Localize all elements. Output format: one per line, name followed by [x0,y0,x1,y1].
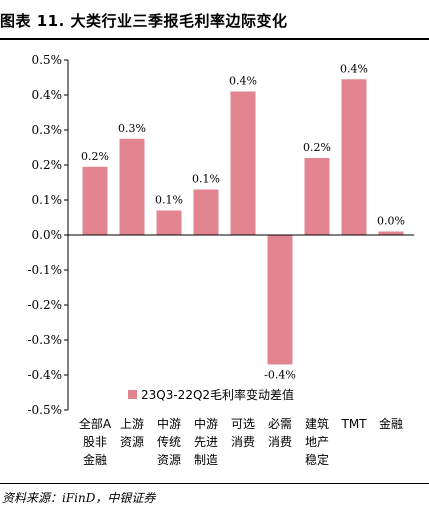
data-label: 0.4% [340,62,368,75]
figure-title: 图表 11. 大类行业三季报毛利率边际变化 [0,12,288,30]
bar [341,79,367,235]
source-rule [0,483,429,484]
legend-swatch [128,390,137,399]
bar [230,91,256,235]
bar [156,210,182,235]
data-label: -0.4% [264,369,296,382]
category-label: 中游先进制造 [194,416,218,467]
y-tick-label: 0.0% [32,228,63,242]
category-label: 必需消费 [268,417,292,449]
bar [378,231,404,235]
bar [193,189,219,235]
category-label: 金融 [379,416,403,431]
y-tick-label: 0.3% [32,123,63,137]
bar [304,158,330,235]
y-tick-label: -0.2% [27,298,62,312]
source-note: 资料来源：iFinD，中银证券 [2,491,156,505]
legend-label: 23Q3-22Q2毛利率变动差值 [141,387,294,402]
y-axis: 0.5% 0.4% 0.3% 0.2% 0.1% 0.0% -0.1% -0.2% -0.3% -… [27,53,69,417]
bar [267,235,293,365]
y-tick-label: 0.2% [32,158,63,172]
data-label: 0.2% [81,150,109,163]
y-tick-label: 0.5% [32,53,63,67]
category-label: TMT [340,417,367,431]
y-tick-label: 0.4% [32,88,63,102]
y-tick-label: -0.1% [27,263,62,277]
legend: 23Q3-22Q2毛利率变动差值 [128,387,294,402]
y-tick-label: -0.4% [27,368,62,382]
title-rule [0,38,429,40]
bar [119,138,145,235]
data-label: 0.1% [155,194,183,207]
bars [68,79,414,365]
y-tick-label: 0.1% [32,193,63,207]
category-label: 上游资源 [120,417,144,449]
data-label: 0.0% [377,215,405,228]
y-tick-label: -0.3% [27,333,62,347]
category-label: 建筑地产稳定 [305,416,329,467]
y-tick-label: -0.5% [27,403,62,417]
data-label: 0.4% [229,75,257,88]
data-label: 0.2% [303,141,331,154]
data-label: 0.1% [192,173,220,186]
data-labels: 0.2% 0.3% 0.1% 0.1% 0.4% -0.4% 0.2% 0.4% 0.0% [81,62,405,381]
category-label: 全部A 股非金融 [79,416,112,467]
bar [82,166,108,235]
category-label: 可选消费 [231,417,255,449]
bar-chart: 0.5% 0.4% 0.3% 0.2% 0.1% 0.0% -0.1% -0.2% -0.3% -… [27,53,414,467]
category-label: 中游传统资源 [157,416,181,467]
data-label: 0.3% [118,122,146,135]
